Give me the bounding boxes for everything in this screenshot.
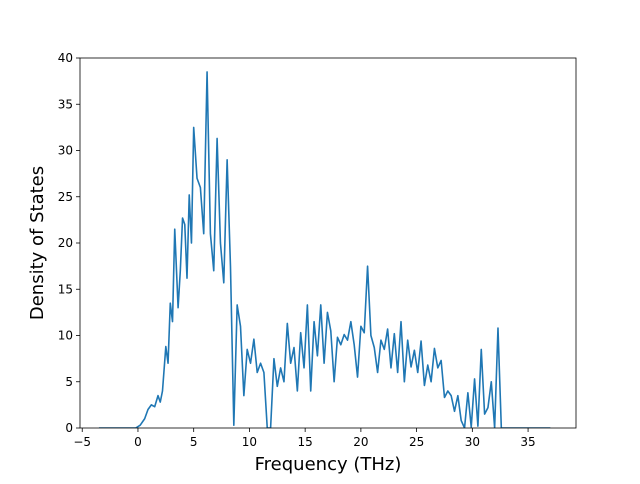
- x-tick-label: 20: [353, 435, 368, 449]
- x-axis-ticks: −5 0 5 10 15 20 25 30 35: [73, 428, 536, 449]
- x-tick-label: 35: [520, 435, 535, 449]
- x-tick-label: 10: [242, 435, 257, 449]
- y-tick-label: 10: [58, 329, 73, 343]
- y-tick-label: 20: [58, 236, 73, 250]
- y-tick-label: 40: [58, 51, 73, 65]
- y-tick-label: 30: [58, 144, 73, 158]
- y-tick-label: 5: [65, 375, 73, 389]
- y-axis-label: Density of States: [27, 166, 48, 320]
- y-tick-label: 25: [58, 190, 73, 204]
- x-tick-label: 30: [465, 435, 480, 449]
- y-tick-label: 35: [58, 97, 73, 111]
- y-tick-label: 0: [65, 421, 73, 435]
- x-axis-label: Frequency (THz): [255, 454, 402, 475]
- x-tick-label: 0: [134, 435, 142, 449]
- dos-series-line: [98, 71, 551, 428]
- y-tick-label: 15: [58, 282, 73, 296]
- plot-frame: [79, 57, 577, 429]
- x-tick-label: 25: [409, 435, 424, 449]
- y-axis-ticks: 0 5 10 15 20 25 30 35 40: [58, 51, 80, 435]
- x-tick-label: −5: [73, 435, 91, 449]
- plot-series-group: [98, 71, 551, 428]
- x-tick-label: 5: [190, 435, 198, 449]
- plot-area: [80, 58, 576, 428]
- x-tick-label: 15: [298, 435, 313, 449]
